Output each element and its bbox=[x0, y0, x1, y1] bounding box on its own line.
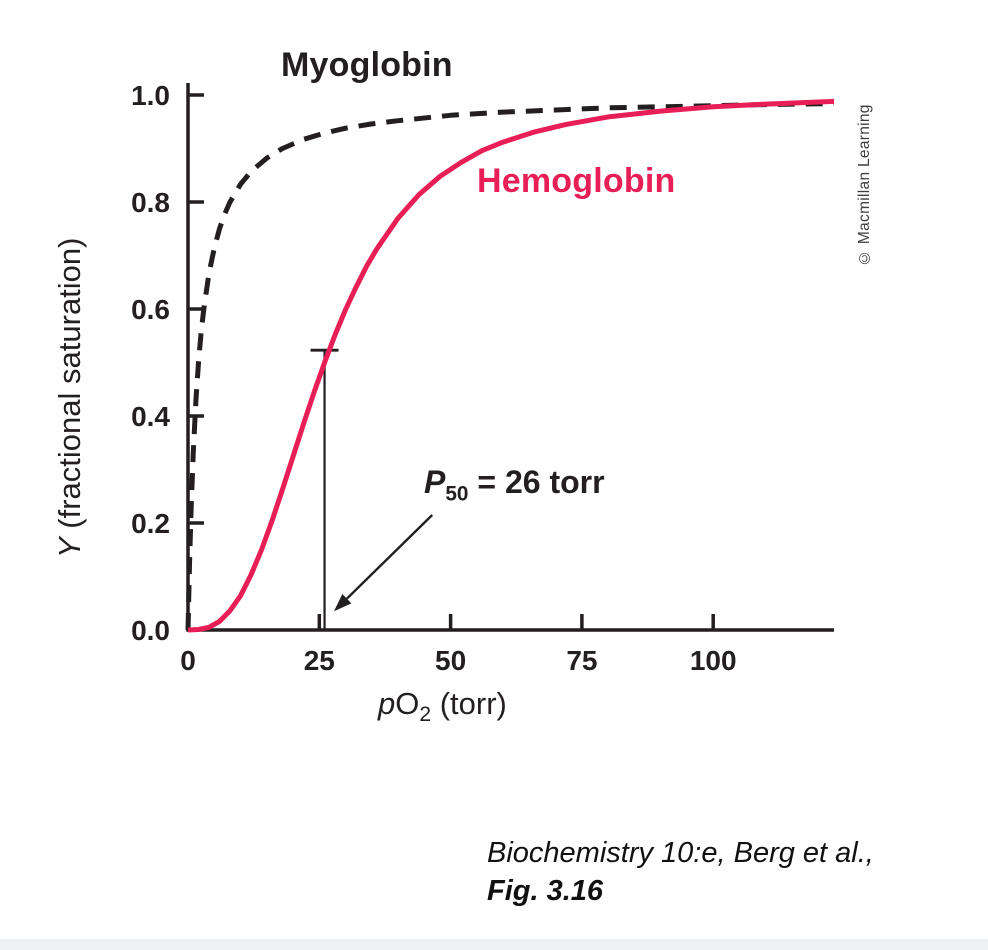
hemoglobin-curve bbox=[187, 98, 835, 633]
x-tick-label: 25 bbox=[304, 645, 335, 676]
y-tick-label: 0.2 bbox=[131, 508, 170, 539]
x-tick-label: 100 bbox=[690, 645, 737, 676]
myoglobin-curve-label: Myoglobin bbox=[281, 46, 453, 84]
y-tick-label: 0.4 bbox=[131, 401, 170, 432]
x-axis-title-unit: (torr) bbox=[431, 686, 507, 721]
y-tick-label: 0.0 bbox=[131, 615, 170, 646]
p50-arrow-shaft bbox=[346, 514, 434, 600]
x-tick-label: 0 bbox=[180, 645, 196, 676]
y-tick-label: 0.8 bbox=[131, 187, 170, 218]
p50-subscript: 50 bbox=[445, 482, 469, 506]
x-tick-label: 75 bbox=[566, 645, 597, 676]
p50-arrow-head bbox=[334, 594, 352, 612]
y-axis-title-symbol: Y bbox=[52, 537, 87, 558]
y-axis-title: Y (fractional saturation) bbox=[52, 238, 88, 559]
y-tick-label: 0.6 bbox=[131, 294, 170, 325]
x-axis-title-subscript: 2 bbox=[419, 703, 432, 727]
x-axis-title-element: O bbox=[395, 686, 420, 721]
y-tick-label: 1.0 bbox=[131, 80, 170, 111]
x-axis-title: pO2 (torr) bbox=[378, 686, 507, 727]
caption-figure-number: Fig. 3.16 bbox=[487, 875, 604, 907]
caption: Biochemistry 10:e, Berg et al., Fig. 3.1… bbox=[487, 834, 874, 910]
caption-source-line: Biochemistry 10:e, Berg et al., bbox=[487, 837, 874, 869]
myoglobin-curve bbox=[185, 101, 835, 631]
y-axis-title-text: (fractional saturation) bbox=[52, 237, 87, 538]
x-axis-title-symbol: p bbox=[378, 686, 396, 721]
p50-symbol: P bbox=[424, 464, 446, 500]
publisher-credit: © Macmillan Learning bbox=[856, 104, 873, 266]
hemoglobin-curve-label: Hemoglobin bbox=[477, 162, 676, 200]
p50-annotation-label: P50 = 26 torr bbox=[424, 464, 605, 506]
p50-value-text: = 26 torr bbox=[468, 464, 605, 500]
x-tick-label: 50 bbox=[435, 645, 466, 676]
window-bottom-edge bbox=[0, 939, 988, 950]
